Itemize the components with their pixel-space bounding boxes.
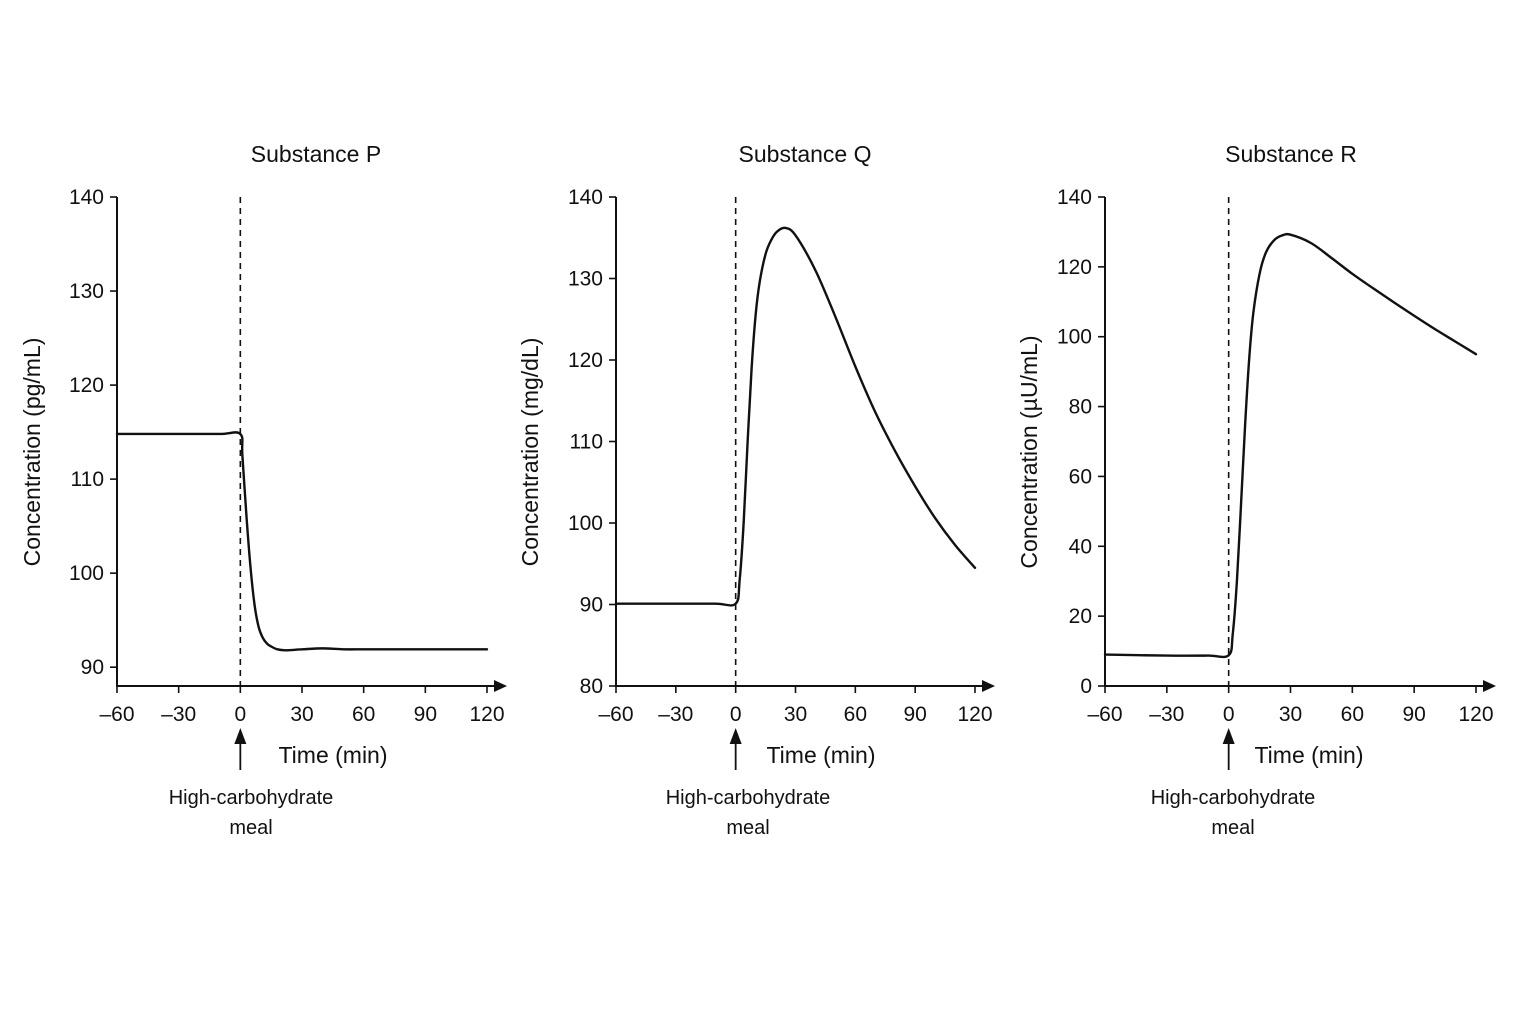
meal-annotation-line1: High-carbohydrate bbox=[666, 787, 831, 809]
x-tick-label: 90 bbox=[414, 703, 437, 726]
x-tick-label: 30 bbox=[290, 703, 313, 726]
y-tick-label: 100 bbox=[1057, 326, 1092, 349]
x-tick-label: –30 bbox=[1149, 703, 1184, 726]
meal-arrow-icon bbox=[234, 728, 247, 744]
y-tick-label: 140 bbox=[69, 186, 104, 209]
series-line-0 bbox=[115, 431, 489, 652]
y-tick-label: 120 bbox=[69, 374, 104, 397]
x-tick-label: –60 bbox=[598, 703, 633, 726]
y-tick-label: 80 bbox=[580, 675, 603, 698]
x-axis-arrowhead bbox=[1483, 680, 1496, 692]
x-axis-label: Time (min) bbox=[278, 742, 387, 768]
y-tick-label: 130 bbox=[69, 280, 104, 303]
x-tick-label: 30 bbox=[1279, 703, 1302, 726]
meal-arrow-icon bbox=[1222, 728, 1235, 744]
meal-annotation-line2: meal bbox=[1211, 817, 1254, 839]
y-axis-label: Concentration (pg/mL) bbox=[19, 338, 45, 567]
x-tick-label: –30 bbox=[658, 703, 693, 726]
y-tick-label: 0 bbox=[1080, 675, 1092, 698]
x-tick-label: 0 bbox=[1223, 703, 1235, 726]
chart-panel-substance-p: Substance P Concentration (pg/mL) Time (… bbox=[19, 141, 507, 839]
x-tick-label: 120 bbox=[957, 703, 992, 726]
x-tick-label: –60 bbox=[1087, 703, 1122, 726]
y-tick-label: 120 bbox=[1057, 256, 1092, 279]
y-tick-label: 60 bbox=[1069, 465, 1092, 488]
y-tick-label: 90 bbox=[580, 594, 603, 617]
y-tick-label: 110 bbox=[71, 468, 104, 491]
x-tick-label: 60 bbox=[1341, 703, 1364, 726]
y-tick-label: 140 bbox=[1057, 186, 1092, 209]
y-tick-label: 40 bbox=[1069, 535, 1092, 558]
y-tick-label: 90 bbox=[81, 656, 104, 679]
y-tick-label: 80 bbox=[1069, 396, 1092, 419]
x-tick-label: 120 bbox=[1458, 703, 1493, 726]
y-tick-label: 130 bbox=[568, 268, 603, 291]
x-axis-label: Time (min) bbox=[1254, 742, 1363, 768]
x-tick-label: 60 bbox=[352, 703, 375, 726]
chart-panel-substance-r: Substance R Concentration (µU/mL) Time (… bbox=[1016, 141, 1496, 839]
meal-annotation-line1: High-carbohydrate bbox=[1151, 787, 1316, 809]
y-tick-label: 140 bbox=[568, 186, 603, 209]
y-tick-label: 100 bbox=[69, 562, 104, 585]
y-axis-label: Concentration (mg/dL) bbox=[517, 338, 543, 567]
x-tick-label: –60 bbox=[99, 703, 134, 726]
x-tick-label: 60 bbox=[844, 703, 867, 726]
y-tick-label: 20 bbox=[1069, 605, 1092, 628]
y-axis-label: Concentration (µU/mL) bbox=[1016, 335, 1042, 568]
x-tick-label: 90 bbox=[903, 703, 926, 726]
x-axis-label: Time (min) bbox=[766, 742, 875, 768]
x-axis-arrowhead bbox=[494, 680, 507, 692]
series-line-0 bbox=[614, 226, 977, 607]
series-line-0 bbox=[1103, 232, 1478, 659]
y-tick-label: 110 bbox=[570, 431, 603, 454]
chart-title: Substance P bbox=[251, 141, 381, 167]
meal-arrow-icon bbox=[729, 728, 742, 744]
meal-annotation-line2: meal bbox=[726, 817, 769, 839]
x-tick-label: 30 bbox=[784, 703, 807, 726]
chart-title: Substance Q bbox=[739, 141, 872, 167]
meal-annotation-line2: meal bbox=[229, 817, 272, 839]
x-tick-label: 0 bbox=[730, 703, 742, 726]
x-tick-label: 0 bbox=[234, 703, 246, 726]
x-axis-arrowhead bbox=[982, 680, 995, 692]
chart-title: Substance R bbox=[1225, 141, 1357, 167]
meal-annotation-line1: High-carbohydrate bbox=[169, 787, 334, 809]
y-tick-label: 120 bbox=[568, 349, 603, 372]
x-tick-label: 90 bbox=[1402, 703, 1425, 726]
x-tick-label: 120 bbox=[469, 703, 504, 726]
x-tick-label: –30 bbox=[161, 703, 196, 726]
y-tick-label: 100 bbox=[568, 512, 603, 535]
chart-panel-substance-q: Substance Q Concentration (mg/dL) Time (… bbox=[517, 141, 995, 839]
